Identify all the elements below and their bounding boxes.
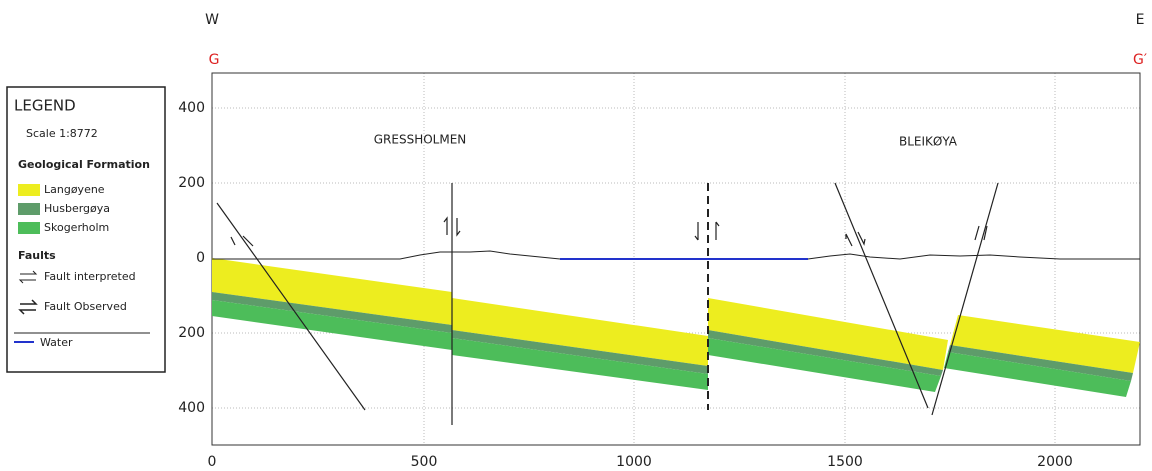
east-label: E (1136, 12, 1145, 28)
layers (212, 258, 1140, 397)
legend-heading: Faults (18, 249, 56, 262)
cross-section: W E G G′ GRESSHOLMEN BLEIKØYA 400 200 0 … (0, 0, 1152, 471)
y-tick-label: 400 (178, 100, 205, 116)
y-tick-label: 400 (178, 400, 205, 416)
legend-item: Husbergøya (44, 202, 110, 215)
legend-item: Fault Observed (44, 300, 127, 313)
legend: LEGEND Scale 1:8772 Geological Formation… (7, 87, 165, 372)
legend-heading: Geological Formation (18, 158, 150, 171)
place-label: BLEIKØYA (899, 135, 958, 149)
legend-item: Langøyene (44, 183, 105, 196)
section-start: G (209, 52, 220, 68)
legend-title: LEGEND (14, 97, 76, 115)
section-end: G′ (1133, 52, 1147, 68)
y-tick-label: 200 (178, 175, 205, 191)
surface (808, 254, 1140, 259)
x-tick-label: 1500 (827, 454, 863, 470)
x-tick-label: 0 (208, 454, 217, 470)
west-label: W (205, 12, 219, 28)
legend-scale: Scale 1:8772 (26, 127, 98, 140)
y-axis: 400 200 0 200 400 (178, 100, 205, 416)
y-tick-label: 200 (178, 325, 205, 341)
y-tick-label: 0 (196, 250, 205, 266)
x-tick-label: 500 (411, 454, 438, 470)
surface (212, 251, 560, 259)
x-tick-label: 2000 (1037, 454, 1073, 470)
legend-item: Water (40, 336, 73, 349)
x-axis: 0 500 1000 1500 2000 (208, 454, 1073, 470)
legend-item: Skogerholm (44, 221, 109, 234)
x-tick-label: 1000 (616, 454, 652, 470)
legend-item: Fault interpreted (44, 270, 136, 283)
place-label: GRESSHOLMEN (374, 133, 467, 147)
